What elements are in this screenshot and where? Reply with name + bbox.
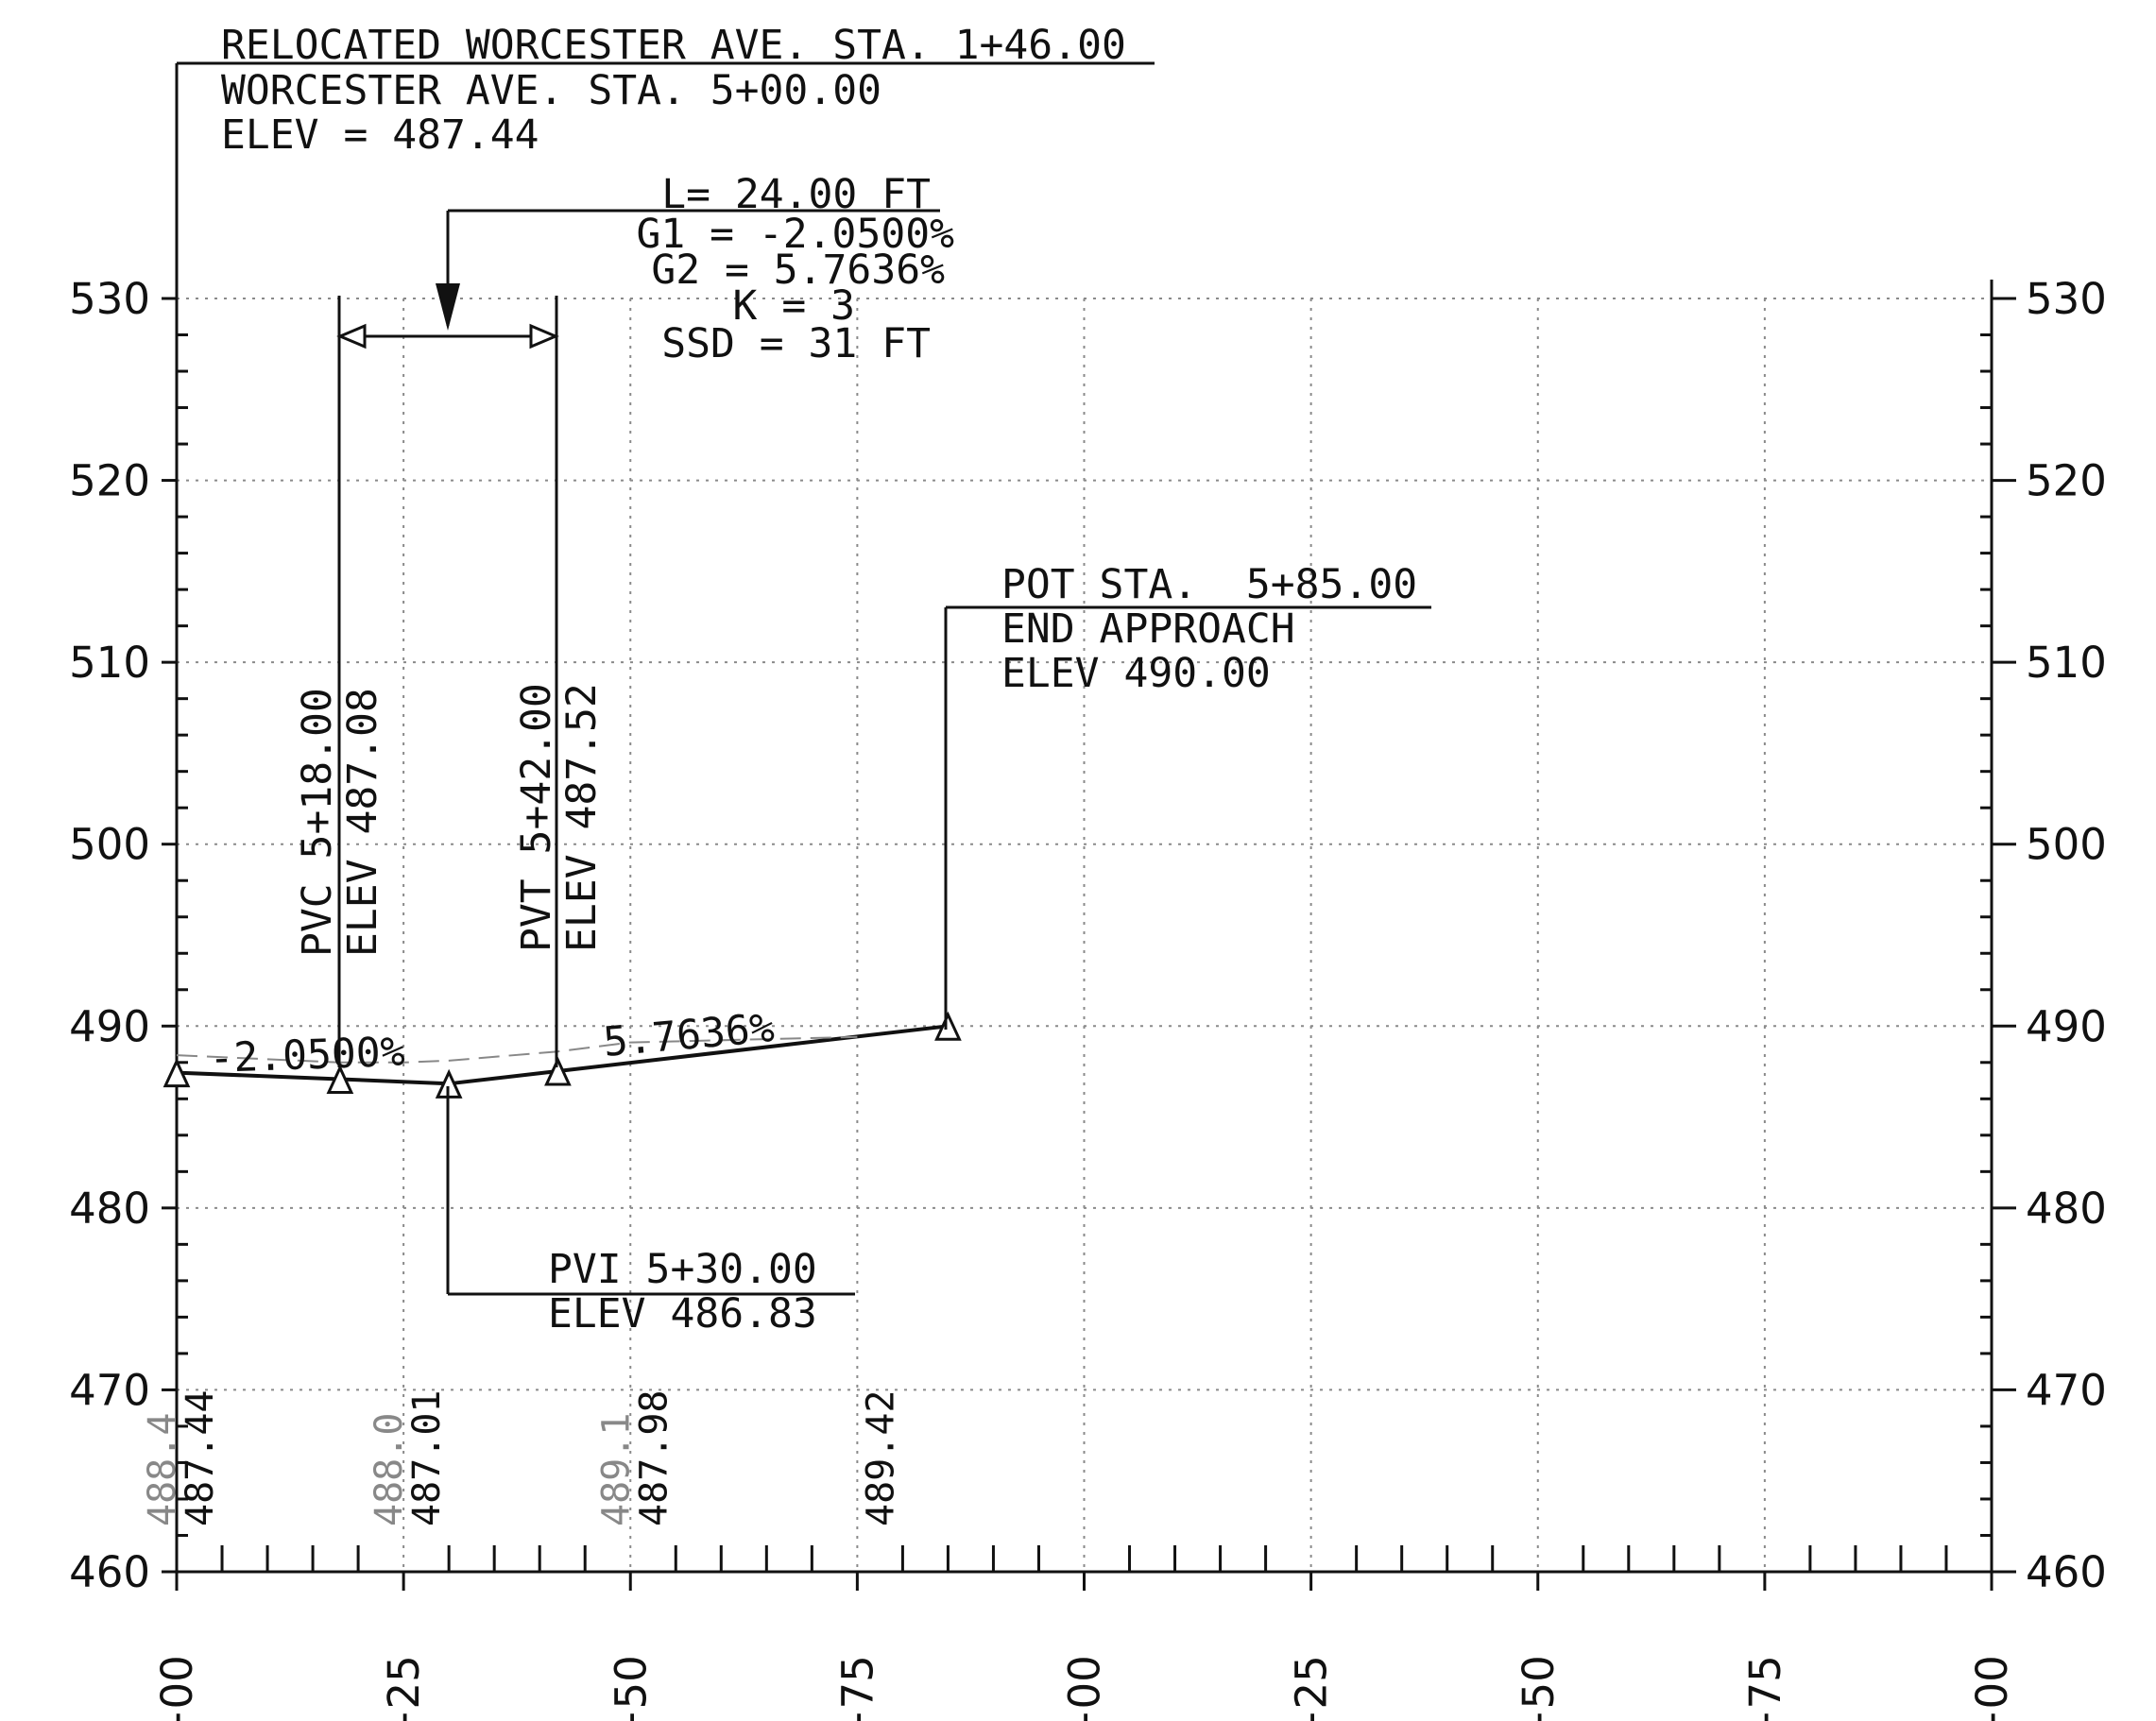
y-tick-label: 460 <box>69 1547 150 1597</box>
existing-ground-elevation: 489.1 <box>594 1413 638 1526</box>
curve-leader-arrowhead <box>436 283 460 331</box>
y-tick-label: 490 <box>69 1001 150 1051</box>
dimension-arrow-left <box>336 323 367 349</box>
pvi-callout: PVI 5+30.00 ELEV 486.83 <box>446 1086 855 1338</box>
grade-point-marker <box>544 1056 572 1086</box>
curve-ssd: SSD = 31 FT <box>661 320 931 367</box>
grade-label-g2: 5.7636% <box>602 1004 777 1066</box>
y-tick-label: 490 <box>2026 1001 2107 1051</box>
pvt-callout: PVT 5+42.00 ELEV 487.52 <box>513 296 606 1067</box>
x-tick-label: 5+00 <box>152 1655 202 1721</box>
pvi-station: PVI 5+30.00 <box>548 1246 817 1293</box>
y-tick-label: 530 <box>2026 274 2107 324</box>
curve-length: L= 24.00 FT <box>661 171 931 218</box>
x-tick-label: 5+25 <box>379 1655 429 1721</box>
x-tick-label: 6+50 <box>1514 1655 1564 1721</box>
curve-k: K = 3 <box>733 282 855 330</box>
x-axis-station-labels: 5+00 5+25 5+50 5+75 6+00 6+25 6+50 6+75 7+00 <box>152 1655 2017 1721</box>
y-axis-labels-left: 460 470 480 490 500 510 520 530 <box>69 274 150 1597</box>
y-tick-label: 510 <box>69 638 150 688</box>
pvi-elevation: ELEV 486.83 <box>548 1290 817 1338</box>
existing-ground-elevation: 488.4 <box>141 1413 184 1526</box>
existing-ground-elevation: 488.0 <box>368 1413 411 1526</box>
y-tick-label: 470 <box>2026 1365 2107 1415</box>
y-tick-label: 520 <box>2026 456 2107 506</box>
grade-label-g1: -2.0500% <box>209 1029 406 1082</box>
profile-grade-elevation: 489.42 <box>859 1390 902 1527</box>
x-tick-label: 6+25 <box>1287 1655 1337 1721</box>
dimension-arrow-right <box>529 323 559 349</box>
y-tick-label: 520 <box>69 456 150 506</box>
y-tick-label: 470 <box>69 1365 150 1415</box>
grade-point-marker <box>326 1064 354 1095</box>
profile-grade-elevation: 487.44 <box>179 1390 222 1527</box>
y-tick-label: 500 <box>69 820 150 870</box>
x-tick-label: 6+75 <box>1740 1655 1790 1721</box>
curve-g2: G2 = 5.7636% <box>651 247 945 294</box>
y-tick-label: 500 <box>2026 820 2107 870</box>
curve-g1: G1 = -2.0500% <box>636 211 954 258</box>
x-tick-label: 7+00 <box>1967 1655 2017 1721</box>
header-line3: ELEV = 487.44 <box>221 111 539 159</box>
grid-lines <box>177 298 1992 1572</box>
x-tick-label: 5+75 <box>832 1655 882 1721</box>
pvt-station: PVT 5+42.00 <box>513 683 560 952</box>
y-axis-labels-right: 460 470 480 490 500 510 520 530 <box>2026 274 2107 1597</box>
y-tick-label: 510 <box>2026 638 2107 688</box>
y-tick-label: 530 <box>69 274 150 324</box>
header-line1: RELOCATED WORCESTER AVE. STA. 1+46.00 <box>221 22 1126 69</box>
header-callout: RELOCATED WORCESTER AVE. STA. 1+46.00 WO… <box>175 22 1155 1048</box>
pot-note: END APPROACH <box>1001 605 1295 653</box>
y-tick-label: 460 <box>2026 1547 2107 1597</box>
y-tick-label: 480 <box>69 1184 150 1234</box>
profile-grade-elevation: 487.01 <box>405 1390 449 1527</box>
header-line2: WORCESTER AVE. STA. 5+00.00 <box>221 67 881 114</box>
pvc-station: PVC 5+18.00 <box>294 688 341 957</box>
pot-station: POT STA. 5+85.00 <box>1001 561 1417 608</box>
grade-point-marker <box>163 1058 191 1088</box>
y-tick-label: 480 <box>2026 1184 2107 1234</box>
x-tick-label: 6+00 <box>1060 1655 1110 1721</box>
x-tick-label: 5+50 <box>606 1655 656 1721</box>
pvt-elevation: ELEV 487.52 <box>558 683 606 952</box>
pvc-callout: PVC 5+18.00 ELEV 487.08 <box>294 296 386 1067</box>
profile-grade-elevation: 487.98 <box>632 1390 676 1527</box>
grade-point-marker <box>934 1011 962 1041</box>
axis-ticks <box>162 297 2016 1591</box>
pvc-elevation: ELEV 487.08 <box>339 688 386 957</box>
pot-elevation: ELEV 490.00 <box>1001 650 1271 697</box>
pot-callout: POT STA. 5+85.00 END APPROACH ELEV 490.0… <box>944 561 1431 1030</box>
vertical-curve-callout: L= 24.00 FT G1 = -2.0500% G2 = 5.7636% K… <box>336 171 954 367</box>
